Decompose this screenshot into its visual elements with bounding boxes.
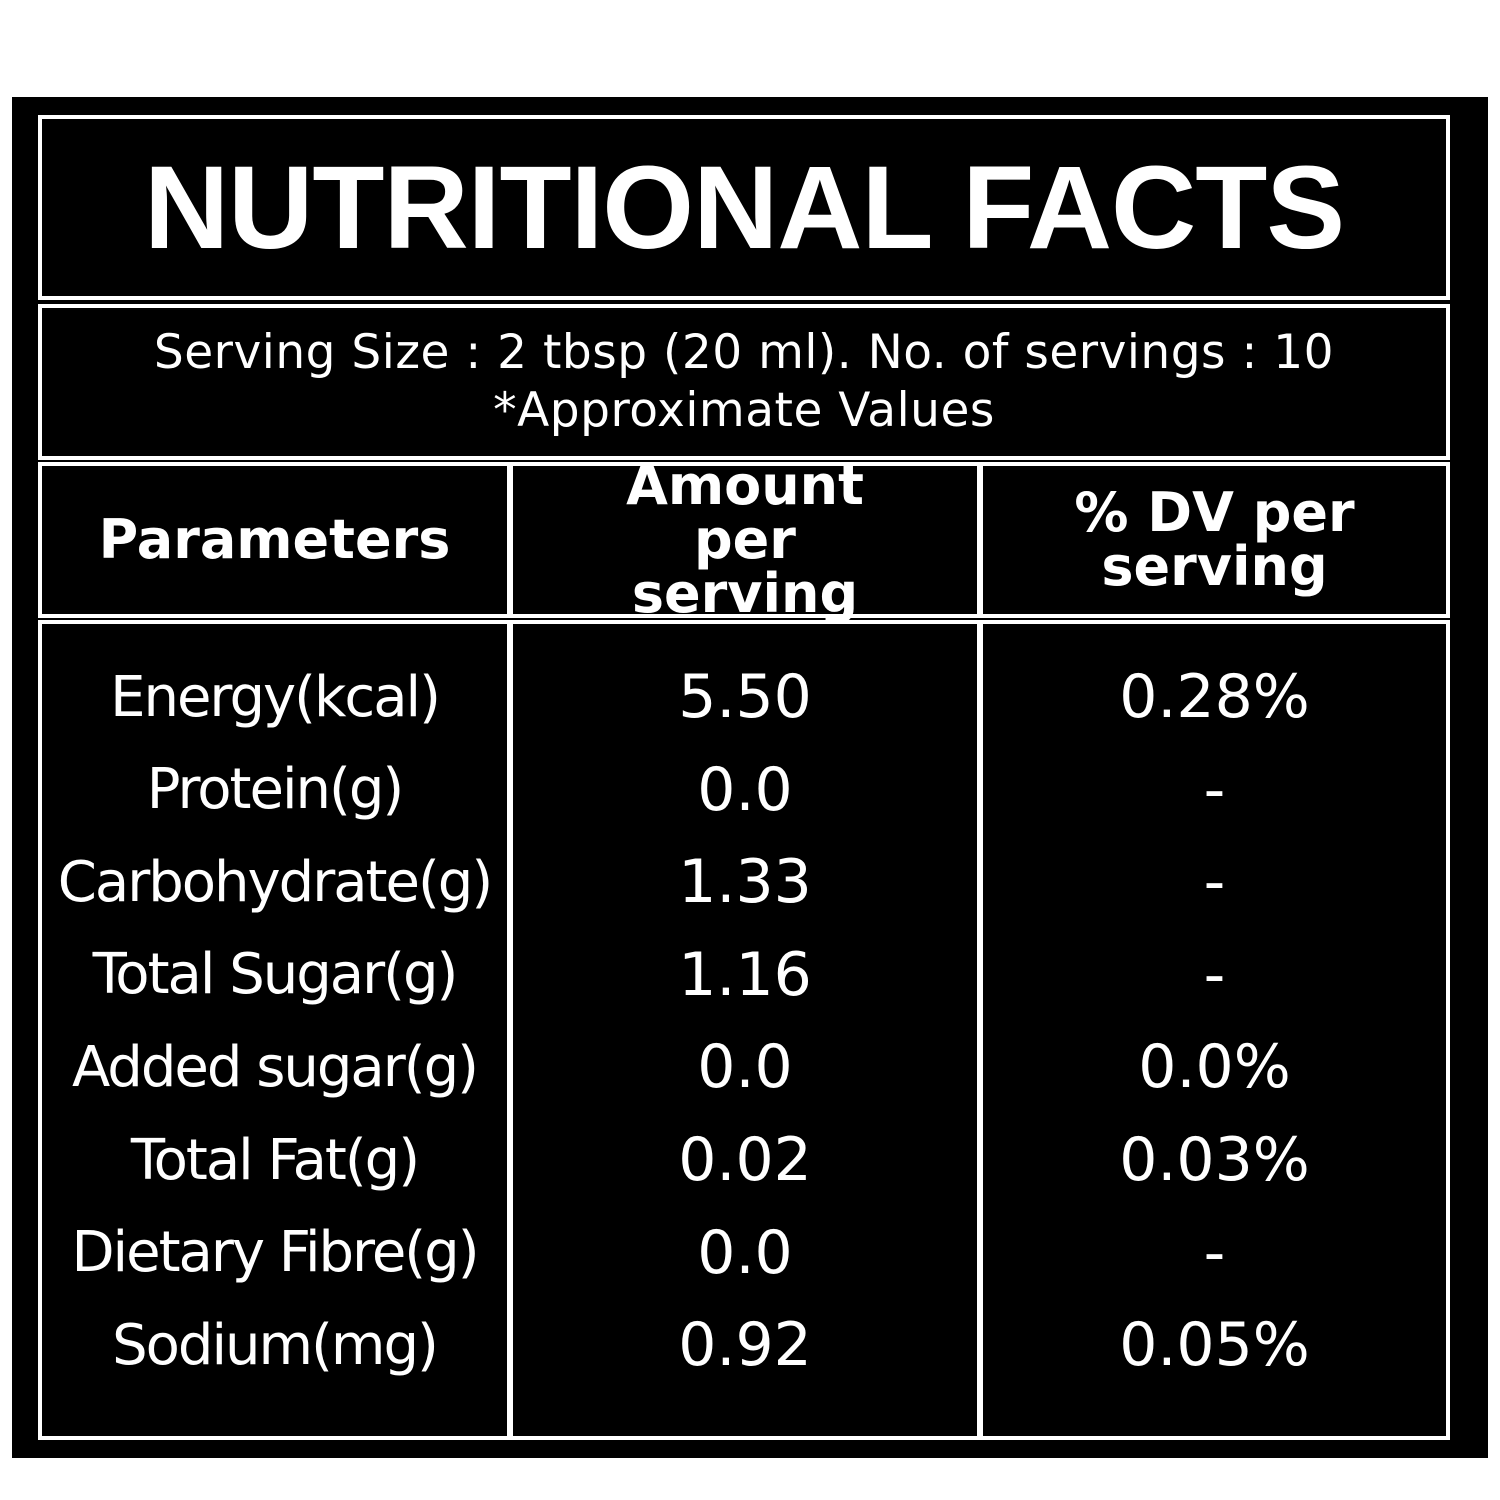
cell-dv: 0.0% — [1138, 1032, 1291, 1103]
nutrition-label — [12, 97, 1488, 1458]
cell-dv: 0.05% — [1119, 1310, 1310, 1381]
cell-amount: 5.50 — [678, 662, 812, 732]
serving-panel: Serving Size : 2 tbsp (20 ml). No. of se… — [38, 304, 1450, 460]
cell-param: Added sugar(g) — [71, 1034, 479, 1100]
cell-param: Total Fat(g) — [130, 1127, 420, 1193]
cell-amount: 1.16 — [678, 939, 812, 1010]
cell-amount: 0.0 — [697, 1032, 793, 1103]
header-label: Amount per serving — [626, 454, 864, 625]
cell-dv: 0.03% — [1119, 1125, 1310, 1195]
cell-dv: - — [1203, 1217, 1226, 1288]
cell-param: Energy(kcal) — [110, 664, 441, 730]
header-label: Parameters — [98, 508, 451, 571]
cell-param: Carbohydrate(g) — [57, 849, 493, 915]
cell-dv: 0.28% — [1119, 662, 1310, 732]
cell-amount: 0.02 — [678, 1125, 812, 1195]
header-parameters: Parameters — [38, 462, 511, 618]
header-amount: Amount per serving — [509, 454, 981, 625]
cell-amount: 0.92 — [678, 1310, 812, 1381]
cell-dv: - — [1203, 939, 1226, 1010]
cell-dv: - — [1203, 754, 1226, 825]
cell-param: Protein(g) — [146, 757, 405, 823]
cell-amount: 0.0 — [697, 754, 793, 825]
header-label: % DV per serving — [1074, 481, 1355, 598]
dv-column — [979, 620, 1450, 1440]
cell-dv: - — [1203, 847, 1226, 918]
cell-param: Dietary Fibre(g) — [71, 1220, 479, 1286]
title-panel: NUTRITIONAL FACTS — [38, 115, 1450, 300]
approximate-note: *Approximate Values — [493, 383, 995, 438]
cell-param: Sodium(mg) — [112, 1312, 439, 1378]
title: NUTRITIONAL FACTS — [143, 141, 1345, 274]
serving-info: Serving Size : 2 tbsp (20 ml). No. of se… — [153, 325, 1335, 380]
header-dv: % DV per serving — [979, 462, 1450, 618]
cell-amount: 0.0 — [697, 1217, 793, 1288]
cell-param: Total Sugar(g) — [92, 942, 459, 1008]
cell-amount: 1.33 — [678, 847, 812, 918]
